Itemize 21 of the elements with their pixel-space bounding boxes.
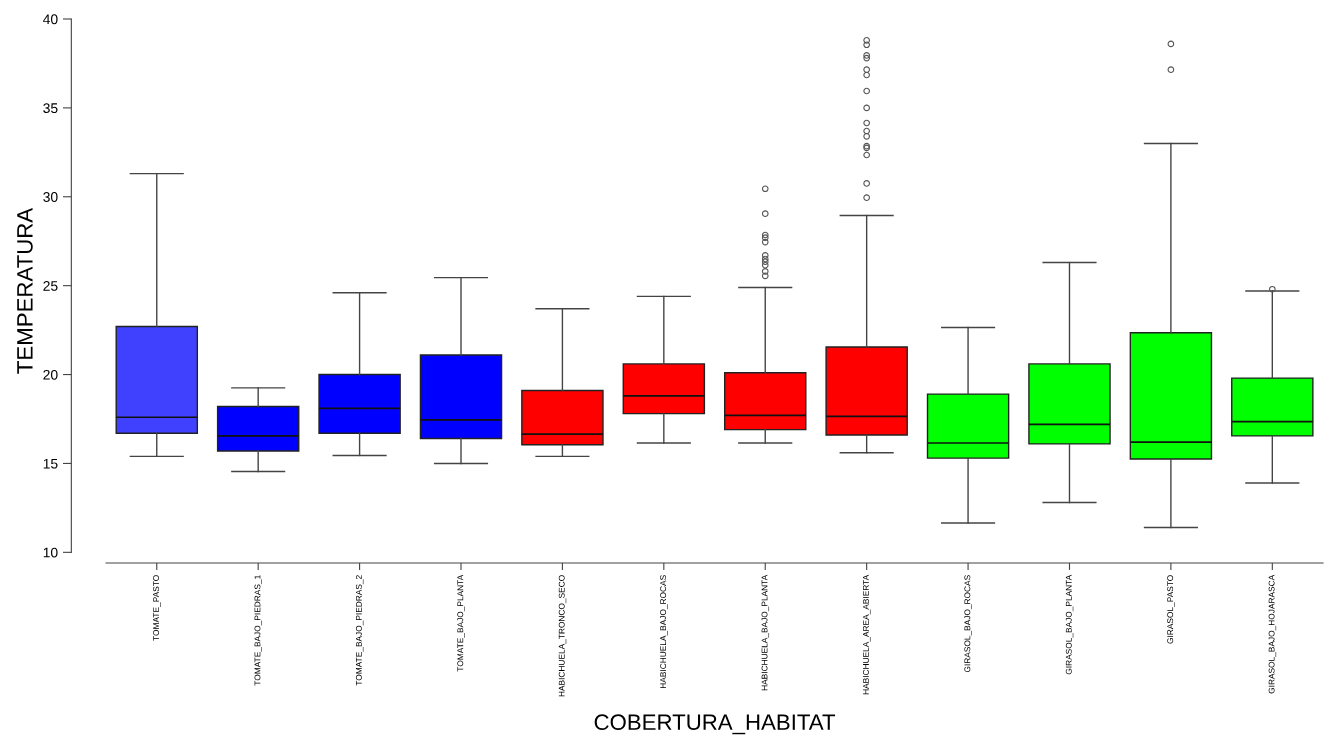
y-tick-label: 10	[43, 547, 58, 558]
x-tick-label: HABICHUELA_TRONCO_SECO	[558, 575, 567, 697]
y-tick-label: 20	[43, 369, 58, 380]
x-axis-title: COBERTURA_HABITAT	[594, 714, 836, 735]
x-tick-label: GIRASOL_BAJO_HOJARASCA	[1268, 574, 1277, 694]
x-tick-label: GIRASOL_BAJO_PLANTA	[1065, 574, 1074, 675]
x-tick-label: TOMATE_BAJO_PIEDRAS_1	[254, 575, 262, 686]
x-tick-label: HABICHUELA_BAJO_PLANTA	[761, 574, 770, 691]
y-tick-label: 25	[43, 281, 58, 291]
y-tick-label: 15	[43, 458, 58, 469]
x-tick-label: TOMATE_PASTO	[153, 575, 161, 641]
y-axis-title: TEMPERATURA	[17, 207, 33, 374]
x-tick-label: GIRASOL_BAJO_ROCAS	[964, 575, 972, 673]
y-tick-label: 35	[43, 103, 58, 114]
x-tick-label: HABICHUELA_BAJO_ROCAS	[660, 575, 668, 689]
x-tick-label: TOMATE_BAJO_PIEDRAS_2	[355, 575, 364, 686]
x-tick-label: TOMATE_BAJO_PLANTA	[457, 574, 465, 672]
y-tick-label: 40	[43, 14, 58, 25]
y-tick-label: 30	[43, 192, 58, 202]
x-tick-label: HABICHUELA_AREA_ABIERTA	[862, 574, 871, 695]
x-tick-label: GIRASOL_PASTO	[1167, 575, 1175, 644]
